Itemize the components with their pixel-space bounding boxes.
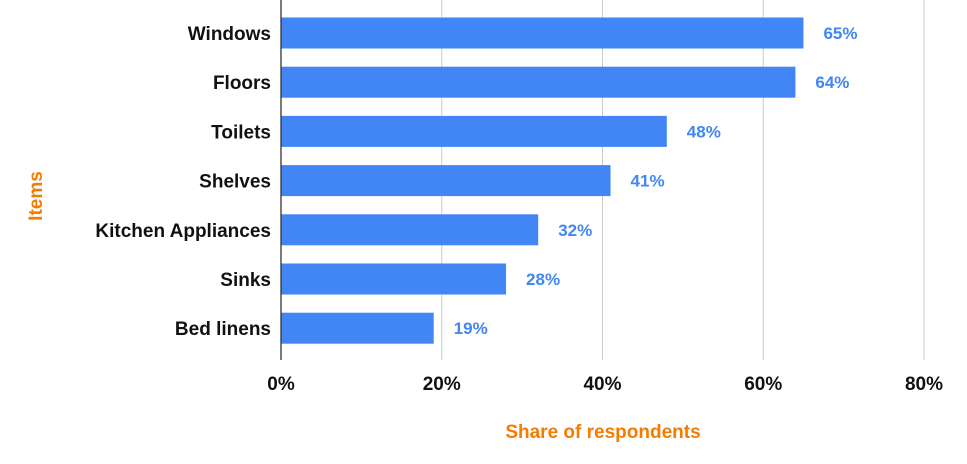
bar bbox=[281, 263, 507, 295]
x-tick-label: 0% bbox=[267, 374, 295, 395]
x-tick-label: 40% bbox=[583, 374, 621, 395]
x-tick-label: 60% bbox=[744, 374, 782, 395]
category-label: Windows bbox=[188, 24, 271, 45]
bar bbox=[281, 214, 539, 246]
bars bbox=[281, 17, 804, 344]
category-label: Toilets bbox=[211, 122, 271, 143]
x-tick-label: 80% bbox=[905, 374, 943, 395]
x-tick-label: 20% bbox=[423, 374, 461, 395]
bar bbox=[281, 115, 667, 147]
bar bbox=[281, 66, 796, 98]
value-label: 41% bbox=[631, 172, 665, 191]
bar bbox=[281, 312, 434, 344]
category-label: Kitchen Appliances bbox=[95, 221, 271, 242]
value-label: 32% bbox=[558, 221, 592, 240]
value-label: 28% bbox=[526, 270, 560, 289]
value-labels: 65% 64% 48% 41% 32% 28% 19% bbox=[454, 24, 858, 338]
category-label: Shelves bbox=[199, 172, 271, 193]
bar bbox=[281, 17, 804, 49]
value-label: 64% bbox=[815, 73, 849, 92]
value-label: 19% bbox=[454, 319, 488, 338]
category-labels: Windows Floors Toilets Shelves Kitchen Appli… bbox=[95, 24, 271, 340]
category-label: Sinks bbox=[220, 270, 271, 291]
x-tick-labels: 0% 20% 40% 60% 80% bbox=[267, 374, 943, 395]
category-label: Bed linens bbox=[175, 319, 271, 340]
category-label: Floors bbox=[213, 73, 271, 94]
value-label: 65% bbox=[823, 24, 857, 43]
bar bbox=[281, 165, 611, 197]
value-label: 48% bbox=[687, 122, 721, 141]
y-axis-title: Items bbox=[26, 171, 47, 221]
x-axis-title: Share of respondents bbox=[505, 422, 700, 443]
